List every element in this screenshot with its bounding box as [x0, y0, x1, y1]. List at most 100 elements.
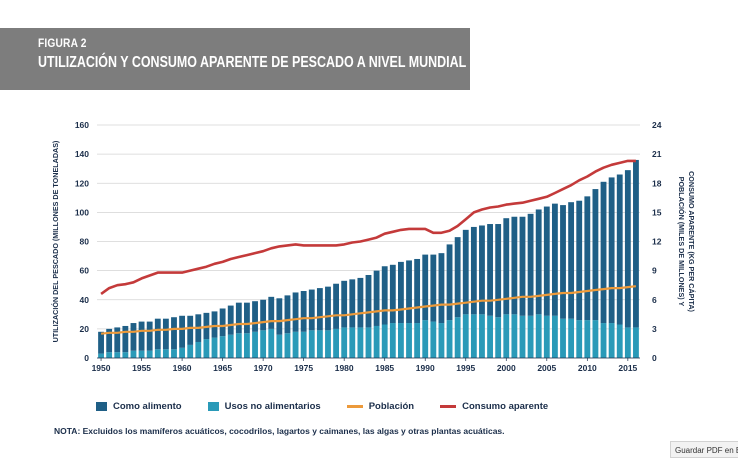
bar-como-alimento: [146, 321, 153, 351]
bar-como-alimento: [535, 209, 542, 315]
bar-usos-no-alimentarios: [162, 349, 169, 358]
bar-como-alimento: [633, 159, 639, 328]
legend-item-consumo-aparente: Consumo aparente: [440, 401, 548, 412]
bar-como-alimento: [341, 280, 348, 328]
bar-usos-no-alimentarios: [268, 328, 275, 358]
x-tick-label: 1955: [132, 363, 151, 373]
bar-como-alimento: [106, 328, 113, 353]
bar-usos-no-alimentarios: [308, 330, 315, 358]
y-left-tick-label: 60: [80, 266, 90, 276]
bar-usos-no-alimentarios: [592, 320, 599, 358]
bar-usos-no-alimentarios: [616, 324, 623, 358]
bar-usos-no-alimentarios: [624, 327, 631, 358]
bar-como-alimento: [495, 224, 502, 318]
bar-usos-no-alimentarios: [495, 317, 502, 358]
bar-como-alimento: [454, 237, 461, 318]
x-tick-label: 1995: [456, 363, 475, 373]
bar-usos-no-alimentarios: [600, 323, 607, 358]
bar-usos-no-alimentarios: [365, 327, 372, 358]
y-right-tick-label: 0: [652, 353, 657, 363]
y-right-tick-label: 21: [652, 149, 662, 159]
chart-note: NOTA: Excluidos los mamíferos acuáticos,…: [54, 426, 505, 436]
y-left-tick-label: 20: [80, 324, 90, 334]
figure-number: FIGURA 2: [38, 36, 87, 50]
y-right-tick-label: 3: [652, 324, 657, 334]
x-tick-label: 2010: [578, 363, 597, 373]
bar-usos-no-alimentarios: [357, 327, 364, 358]
bar-como-alimento: [576, 200, 583, 321]
bar-como-alimento: [227, 305, 234, 335]
legend-label: Consumo aparente: [462, 400, 549, 412]
bar-usos-no-alimentarios: [333, 328, 339, 358]
bar-como-alimento: [349, 279, 356, 328]
bar-como-alimento: [276, 298, 283, 335]
bar-usos-no-alimentarios: [179, 347, 186, 358]
y-left-tick-label: 140: [75, 149, 89, 159]
line-consumo-aparente: [100, 159, 636, 295]
x-tick-label: 1985: [375, 363, 394, 373]
bar-usos-no-alimentarios: [446, 320, 453, 358]
y-right-tick-label: 18: [652, 178, 662, 188]
y-left-tick-label: 120: [75, 178, 89, 188]
bar-usos-no-alimentarios: [430, 321, 437, 358]
bar-como-alimento: [422, 254, 429, 321]
bar-como-alimento: [446, 244, 453, 321]
legend-item-poblacion: Población: [346, 400, 415, 412]
bar-usos-no-alimentarios: [235, 333, 242, 358]
save-pdf-button[interactable]: Guardar PDF en Eve: [670, 441, 738, 458]
bar-como-alimento: [219, 308, 226, 337]
bar-usos-no-alimentarios: [130, 350, 137, 358]
bar-usos-no-alimentarios: [487, 315, 493, 358]
bar-como-alimento: [162, 318, 169, 350]
bar-como-alimento: [624, 170, 631, 328]
bar-usos-no-alimentarios: [187, 344, 194, 358]
bar-usos-no-alimentarios: [438, 323, 445, 358]
x-tick-label: 1970: [254, 363, 273, 373]
bar-como-alimento: [519, 216, 526, 316]
bar-como-alimento: [600, 181, 607, 324]
x-tick-label: 2005: [537, 363, 556, 373]
legend-label: Como alimento: [113, 400, 182, 412]
bar-usos-no-alimentarios: [300, 331, 307, 358]
legend-item-como-alimento: Como alimento: [96, 401, 182, 412]
y-right-tick-label: 9: [652, 266, 657, 276]
legend-swatch-usos-no-alimentarios: [207, 401, 219, 411]
bar-como-alimento: [543, 206, 550, 316]
x-tick-label: 1990: [416, 363, 435, 373]
bar-usos-no-alimentarios: [503, 314, 510, 358]
bar-usos-no-alimentarios: [325, 330, 331, 358]
bar-usos-no-alimentarios: [568, 318, 575, 358]
bar-como-alimento: [98, 331, 104, 354]
y-right-tick-label: 6: [652, 295, 657, 305]
bar-como-alimento: [316, 288, 323, 331]
bar-usos-no-alimentarios: [535, 314, 542, 358]
bar-como-alimento: [414, 258, 421, 324]
bar-como-alimento: [398, 261, 404, 324]
bar-como-alimento: [389, 264, 396, 324]
bar-como-alimento: [325, 286, 331, 331]
bar-como-alimento: [260, 299, 267, 331]
bar-como-alimento: [608, 177, 615, 324]
legend-label: Población: [368, 400, 415, 412]
bar-usos-no-alimentarios: [406, 323, 412, 358]
bar-usos-no-alimentarios: [422, 320, 429, 358]
bar-usos-no-alimentarios: [519, 315, 526, 358]
y-left-tick-label: 160: [75, 120, 89, 130]
bar-usos-no-alimentarios: [576, 320, 583, 358]
bar-usos-no-alimentarios: [276, 334, 283, 358]
bar-como-alimento: [122, 325, 129, 353]
bar-como-alimento: [503, 218, 510, 315]
bar-como-alimento: [187, 315, 194, 345]
bar-como-alimento: [462, 229, 469, 315]
bar-usos-no-alimentarios: [316, 330, 323, 358]
bar-como-alimento: [171, 317, 177, 350]
bar-usos-no-alimentarios: [244, 333, 250, 358]
bar-usos-no-alimentarios: [138, 350, 145, 358]
x-tick-label: 2015: [618, 363, 637, 373]
y-left-tick-label: 100: [75, 207, 89, 217]
bar-usos-no-alimentarios: [551, 315, 558, 358]
y-right-tick-label: 12: [652, 237, 662, 247]
bar-como-alimento: [551, 203, 558, 316]
bar-como-alimento: [300, 291, 307, 332]
bar-usos-no-alimentarios: [398, 323, 404, 358]
